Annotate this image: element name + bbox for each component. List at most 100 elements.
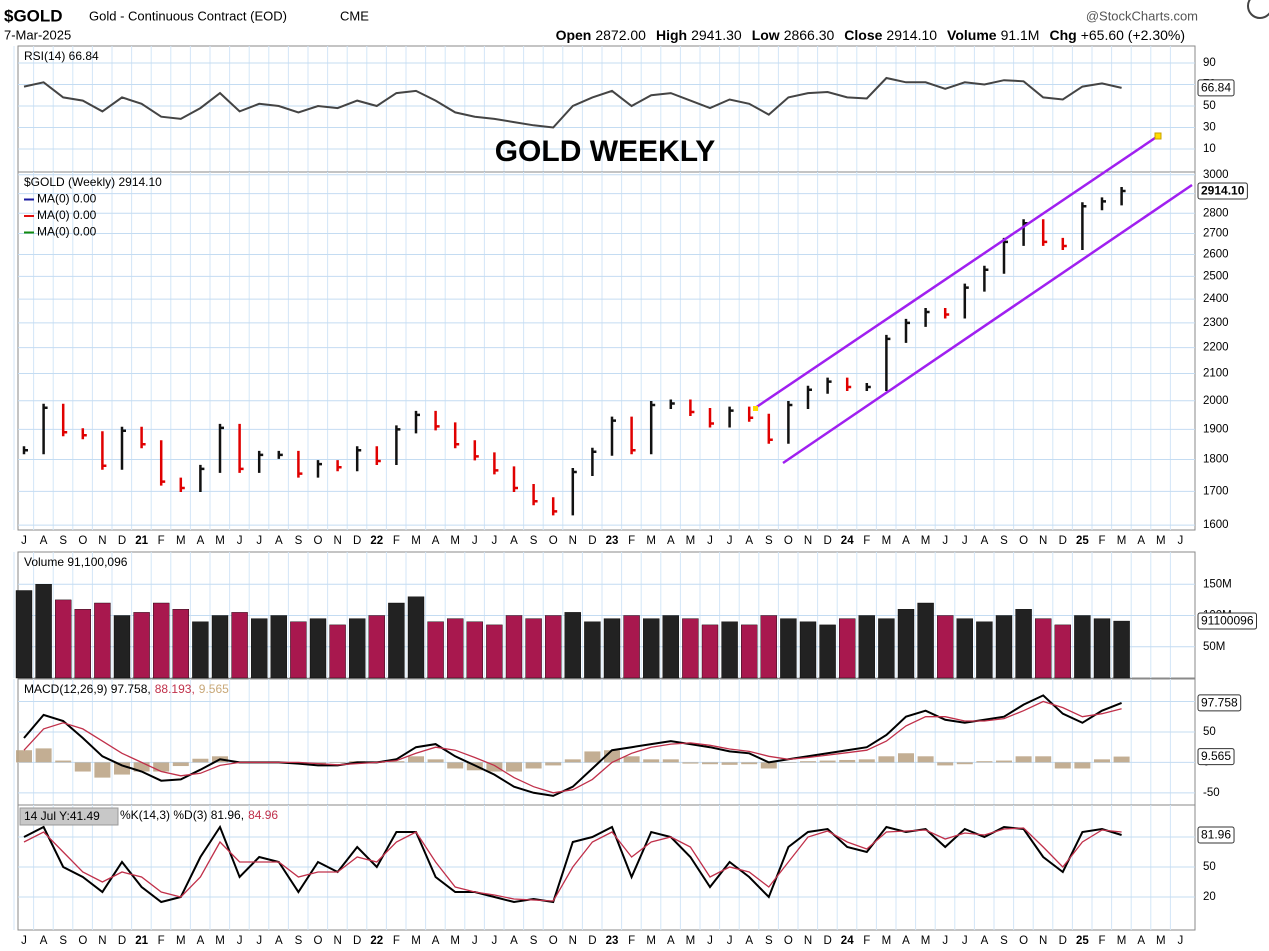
histogram-bar <box>506 762 522 772</box>
legend-entry: $GOLD (Weekly) 2914.10 <box>24 175 162 189</box>
stat-value: +65.60 (+2.30%) <box>1081 27 1185 43</box>
series-line <box>23 700 1122 794</box>
price-bar <box>355 446 362 472</box>
x-tick-label: S <box>530 935 538 947</box>
x-tick-label: N <box>804 935 812 947</box>
volume-bar <box>1015 609 1032 679</box>
x-tick-label: O <box>78 935 87 947</box>
y-tick-label: 2700 <box>1203 228 1229 240</box>
volume-bar <box>897 609 915 679</box>
x-tick-label: J <box>962 935 968 947</box>
volume-bar <box>917 602 934 679</box>
price-bar <box>238 423 244 473</box>
y-tick-label: 10 <box>1203 143 1216 155</box>
legend: %K(14,3) %D(3) 81.96, 84.96 <box>120 808 278 822</box>
price-bar <box>159 440 166 486</box>
y-tick-label: 50M <box>1203 641 1225 653</box>
price-bar <box>669 399 675 409</box>
x-tick-label: A <box>40 935 48 947</box>
stat-value: 91.1M <box>1001 27 1040 43</box>
volume-bar <box>564 612 581 679</box>
y-tick-label: 1900 <box>1203 423 1229 435</box>
price-bar <box>81 428 87 440</box>
legend-entry: MA(0) 0.00 <box>37 208 97 222</box>
price-bar <box>375 446 381 466</box>
price-bar <box>395 425 401 466</box>
volume-bar <box>819 624 836 679</box>
x-tick-label: A <box>745 535 753 547</box>
y-tick-label: 50 <box>1203 100 1216 112</box>
x-tick-label: J <box>942 535 948 547</box>
x-tick-label: A <box>40 535 48 547</box>
volume-bar <box>603 618 621 679</box>
volume-bar <box>780 618 797 679</box>
x-tick-label: S <box>765 535 773 547</box>
value-tag-label: 66.84 <box>1201 81 1231 95</box>
histogram-bar <box>153 762 170 772</box>
price-bar <box>42 403 48 455</box>
x-tick-label: J <box>727 535 733 547</box>
stat-label: Chg <box>1049 27 1076 43</box>
volume-bar <box>35 584 52 679</box>
value-tag-label: 81.96 <box>1201 828 1231 842</box>
histogram-bar <box>662 759 679 763</box>
close-button[interactable] <box>1247 0 1269 19</box>
volume-bar <box>231 612 248 679</box>
x-tick-label: A <box>197 935 205 947</box>
volume-bar <box>995 615 1013 679</box>
x-tick-label: 24 <box>841 535 854 547</box>
histogram-bar <box>956 762 973 765</box>
price-bar <box>787 400 793 444</box>
channel-handle <box>753 406 758 411</box>
x-tick-label: N <box>804 535 812 547</box>
histogram-bar <box>74 762 91 772</box>
x-tick-label: J <box>237 935 243 947</box>
x-tick-label: S <box>1000 935 1008 947</box>
price-bar <box>414 410 420 434</box>
plot-area <box>17 171 1196 531</box>
price-bar <box>101 431 107 470</box>
x-tick-label: D <box>118 535 126 547</box>
x-tick-label: M <box>921 535 931 547</box>
volume-bar <box>152 602 170 679</box>
histogram-bar <box>878 756 895 763</box>
x-tick-label: A <box>745 935 753 947</box>
volume-bar <box>172 609 190 679</box>
volume-bar <box>407 596 425 679</box>
x-tick-label: D <box>588 935 596 947</box>
panel: 1600 1700 1800 1900 2000 2100 2200 2300 2400 2500… <box>13 169 1248 531</box>
price-bar <box>591 447 597 476</box>
y-tick-label: 20 <box>1203 891 1216 903</box>
y-tick-label: -50 <box>1203 787 1220 799</box>
x-tick-label: J <box>492 535 498 547</box>
volume-bar <box>388 602 405 679</box>
histogram-bar <box>1094 759 1110 763</box>
x-tick-label: O <box>314 535 323 547</box>
x-tick-label: J <box>1178 535 1184 547</box>
stat-label: Low <box>752 27 780 43</box>
volume-bar <box>1074 615 1091 679</box>
x-tick-label: M <box>646 535 656 547</box>
x-tick-label: M <box>686 935 696 947</box>
x-tick-label: A <box>902 535 910 547</box>
tooltip-text: 14 Jul Y:41.49 <box>24 809 100 823</box>
price-bar <box>512 466 518 493</box>
x-tick-label: A <box>432 935 440 947</box>
x-tick-label: 21 <box>135 935 148 947</box>
x-tick-label: D <box>1059 535 1067 547</box>
volume-bar <box>839 618 856 679</box>
y-tick-label: 2600 <box>1203 249 1229 261</box>
price-bar <box>1081 202 1087 251</box>
x-tick-label: 23 <box>606 535 619 547</box>
volume-bar <box>878 618 895 679</box>
price-bar <box>649 400 656 455</box>
price-bar <box>885 334 891 391</box>
histogram-bar <box>408 756 424 763</box>
x-tick-label: A <box>667 935 675 947</box>
volume-bar <box>545 615 562 679</box>
y-tick-label: 30 <box>1203 122 1216 134</box>
y-tick-label: 2000 <box>1203 395 1229 407</box>
volume-bar <box>250 618 268 679</box>
price-bar <box>316 460 322 478</box>
